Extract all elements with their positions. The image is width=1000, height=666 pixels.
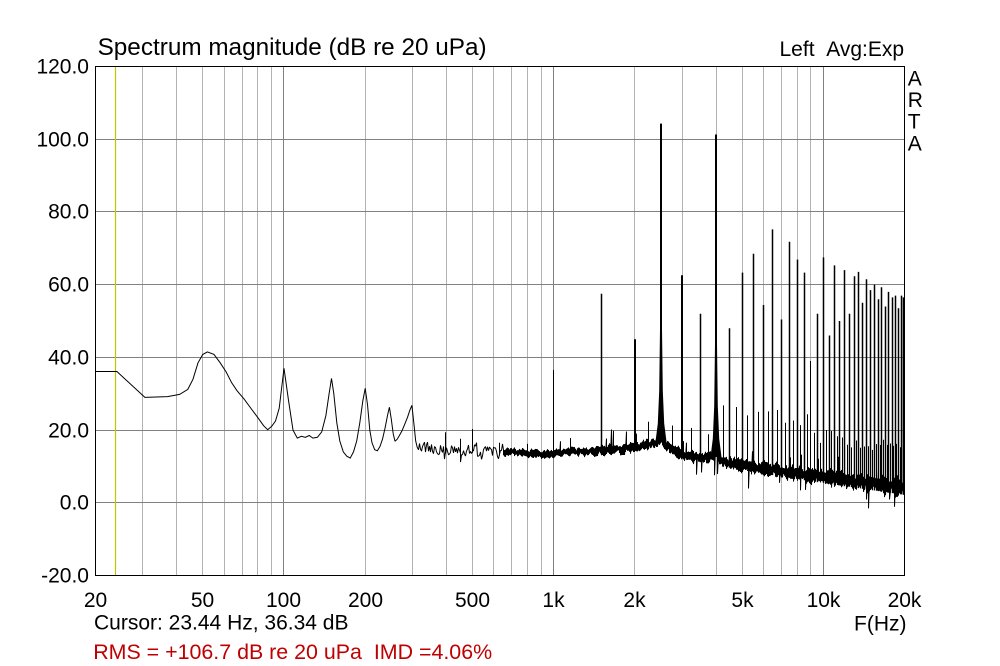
svg-text:500: 500	[455, 589, 490, 612]
svg-text:1k: 1k	[542, 589, 565, 612]
svg-text:-20.0: -20.0	[41, 565, 89, 588]
svg-text:5k: 5k	[731, 589, 754, 612]
svg-text:120.0: 120.0	[36, 56, 89, 79]
svg-text:R: R	[908, 89, 923, 112]
svg-text:F(Hz): F(Hz)	[854, 613, 906, 636]
svg-text:20: 20	[84, 589, 107, 612]
svg-text:50: 50	[191, 589, 214, 612]
svg-text:A: A	[908, 132, 922, 155]
svg-text:T: T	[908, 111, 921, 134]
svg-text:80.0: 80.0	[48, 201, 89, 224]
svg-text:100.0: 100.0	[36, 129, 89, 152]
svg-text:Cursor: 23.44 Hz, 36.34 dB: Cursor: 23.44 Hz, 36.34 dB	[94, 612, 348, 635]
svg-text:2k: 2k	[623, 589, 646, 612]
svg-text:0.0: 0.0	[60, 492, 89, 515]
svg-text:100: 100	[266, 589, 301, 612]
svg-text:A: A	[908, 68, 922, 91]
svg-text:20.0: 20.0	[48, 420, 89, 443]
svg-text:RMS = +106.7 dB re 20 uPa IMD: RMS = +106.7 dB re 20 uPa IMD =4.06%	[93, 640, 492, 664]
svg-text:10k: 10k	[807, 589, 841, 612]
svg-text:200: 200	[348, 589, 383, 612]
svg-text:40.0: 40.0	[48, 347, 89, 370]
svg-text:Left Avg:Exp: Left Avg:Exp	[780, 38, 905, 61]
svg-text:20k: 20k	[888, 589, 922, 612]
svg-text:60.0: 60.0	[48, 274, 89, 297]
svg-text:Spectrum magnitude (dB re 20 u: Spectrum magnitude (dB re 20 uPa)	[98, 34, 487, 61]
